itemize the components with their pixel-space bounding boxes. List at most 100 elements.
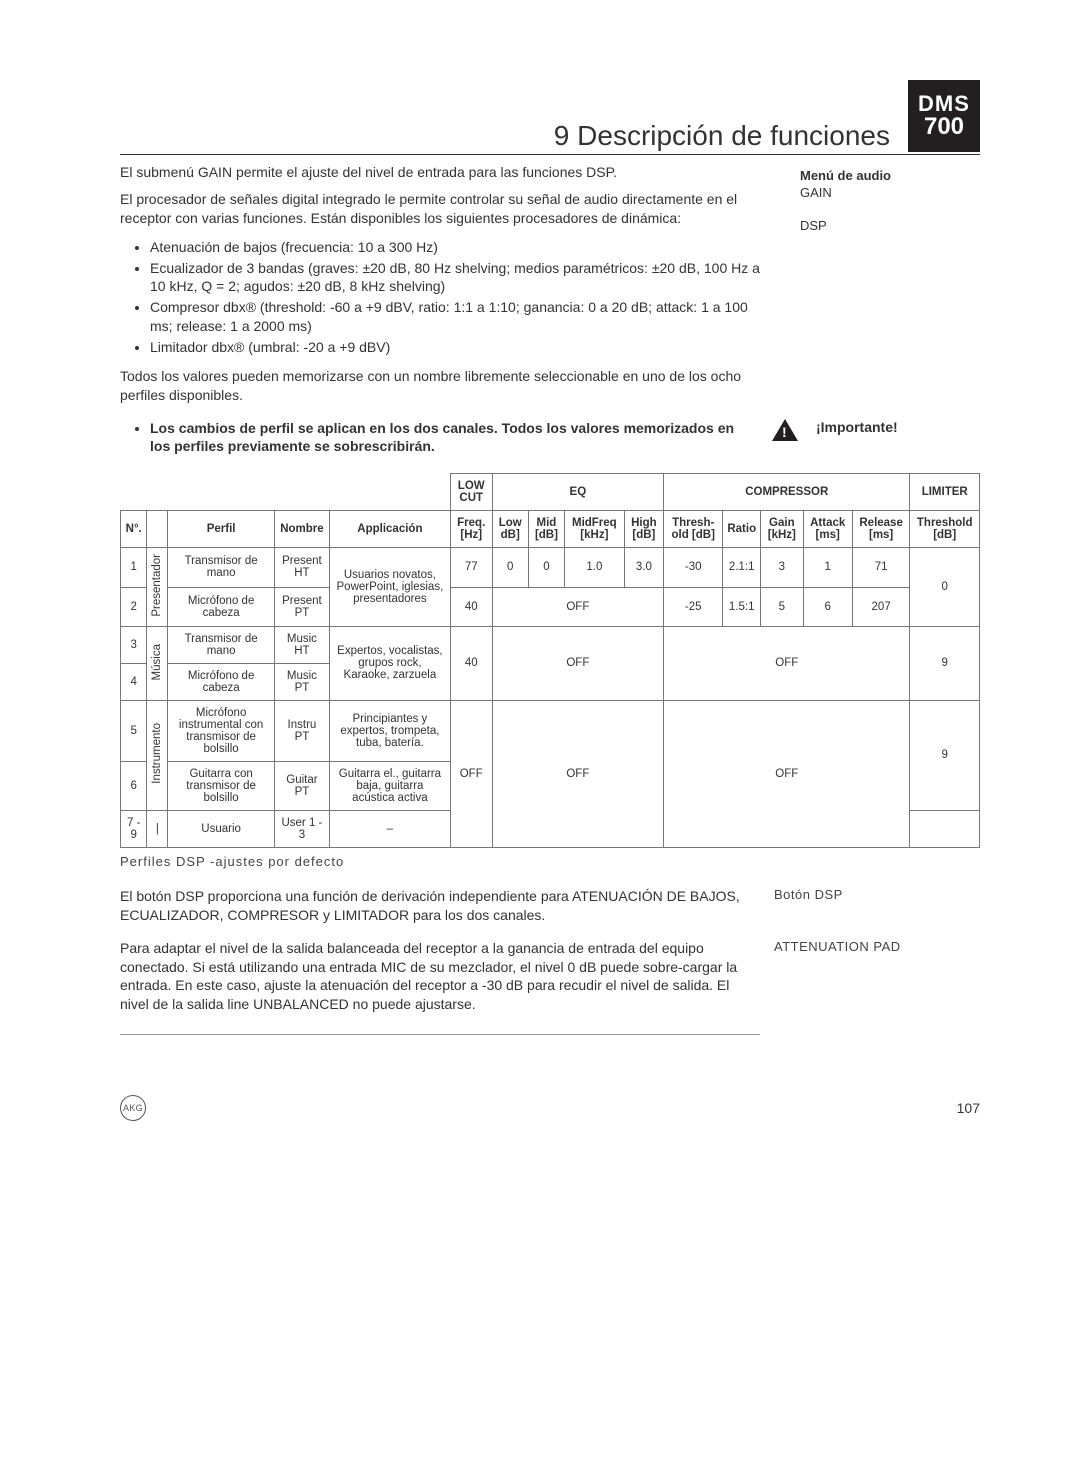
cell-no: 5 xyxy=(121,700,147,761)
cell-eq-midfreq: 1.0 xyxy=(565,548,625,587)
cell-no: 3 xyxy=(121,626,147,663)
col-no: N°. xyxy=(121,511,147,548)
list-item: Limitador dbx® (umbral: -20 a +9 dBV) xyxy=(150,338,760,357)
cell-no: 4 xyxy=(121,663,147,700)
cell-app: Usuarios novatos, PowerPoint, iglesias, … xyxy=(330,548,451,627)
cell-nombre: Guitar PT xyxy=(274,761,329,810)
cell-lim: 9 xyxy=(910,700,980,810)
table-row: 3 Música Transmisor de mano Music HT Exp… xyxy=(121,626,980,663)
sidebar-audio-menu-label: Menú de audio xyxy=(800,168,891,183)
para-gain: El submenú GAIN permite el ajuste del ni… xyxy=(120,163,760,182)
important-bullet: Los cambios de perfil se aplican en los … xyxy=(150,419,740,455)
table-caption: Perfiles DSP -ajustes por defecto xyxy=(120,854,980,869)
para-dsp-intro: El procesador de señales digital integra… xyxy=(120,190,760,228)
page-footer: AKG 107 xyxy=(120,1095,980,1121)
col-perfil: Perfil xyxy=(168,511,274,548)
cell-freq: 40 xyxy=(450,587,492,626)
logo-line-2: 700 xyxy=(924,115,964,139)
cat-user: | xyxy=(147,810,168,847)
cell-app: Principiantes y expertos, trompeta, tuba… xyxy=(330,700,451,761)
cell-eq-low: 0 xyxy=(492,548,528,587)
group-compressor: COMPRESSOR xyxy=(664,474,910,511)
cell-comp-ratio: 1.5:1 xyxy=(723,587,761,626)
cell-perfil: Micrófono instrumental con transmisor de… xyxy=(168,700,274,761)
side-dsp-button: Botón DSP xyxy=(774,887,980,902)
cell-lim: 9 xyxy=(910,626,980,700)
col-attack: Attack [ms] xyxy=(803,511,852,548)
para-profiles: Todos los valores pueden memorizarse con… xyxy=(120,367,760,405)
group-limiter: LIMITER xyxy=(910,474,980,511)
cell-app: Expertos, vocalistas, grupos rock, Karao… xyxy=(330,626,451,700)
group-eq: EQ xyxy=(492,474,663,511)
cell-eq-off: OFF xyxy=(492,700,663,847)
cat-musica: Música xyxy=(151,644,163,680)
page-number: 107 xyxy=(957,1100,980,1116)
important-note: Los cambios de perfil se aplican en los … xyxy=(120,419,980,455)
col-release: Release [ms] xyxy=(852,511,910,548)
cell-eq-off: OFF xyxy=(492,626,663,700)
col-high: High [dB] xyxy=(624,511,663,548)
separator xyxy=(120,1034,760,1035)
col-thresh: Thresh-old [dB] xyxy=(664,511,723,548)
sidebar-gain-label: GAIN xyxy=(800,185,832,200)
brand-logo: DMS 700 xyxy=(908,80,980,152)
cell-no: 6 xyxy=(121,761,147,810)
sidebar-dsp-label: DSP xyxy=(800,218,827,233)
section-title: 9 Descripción de funciones xyxy=(120,120,980,155)
cell-app: – xyxy=(330,810,451,847)
cell-nombre: Present PT xyxy=(274,587,329,626)
table-row: 1 Presentador Transmisor de mano Present… xyxy=(121,548,980,587)
cell-lim: 0 xyxy=(910,548,980,627)
sidebar-audio-menu: Menú de audio GAIN xyxy=(800,168,980,202)
cell-perfil: Guitarra con transmisor de bolsillo xyxy=(168,761,274,810)
col-mid: Mid [dB] xyxy=(528,511,564,548)
cell-perfil: Micrófono de cabeza xyxy=(168,663,274,700)
cell-comp-thresh: -25 xyxy=(664,587,723,626)
para-dsp-button: El botón DSP proporciona una función de … xyxy=(120,887,760,925)
important-label: ¡Importante! xyxy=(816,419,898,435)
cell-comp-gain: 5 xyxy=(761,587,803,626)
cell-eq-high: 3.0 xyxy=(624,548,663,587)
cell-no: 1 xyxy=(121,548,147,587)
cell-comp-release: 207 xyxy=(852,587,910,626)
cell-comp-release: 71 xyxy=(852,548,910,587)
cell-freq: OFF xyxy=(450,700,492,847)
warning-icon xyxy=(772,419,798,441)
dsp-feature-list: Atenuación de bajos (frecuencia: 10 a 30… xyxy=(120,238,760,357)
cell-perfil: Micrófono de cabeza xyxy=(168,587,274,626)
cat-presentador: Presentador xyxy=(151,554,163,617)
cell-perfil: Usuario xyxy=(168,810,274,847)
table-row: 5 Instrumento Micrófono instrumental con… xyxy=(121,700,980,761)
cell-nombre: Instru PT xyxy=(274,700,329,761)
cell-freq: 77 xyxy=(450,548,492,587)
cell-comp-attack: 6 xyxy=(803,587,852,626)
cell-comp-off: OFF xyxy=(664,626,910,700)
cell-comp-ratio: 2.1:1 xyxy=(723,548,761,587)
akg-logo-icon: AKG xyxy=(120,1095,146,1121)
table-group-header-row: LOW CUT EQ COMPRESSOR LIMITER xyxy=(121,474,980,511)
att-pad-para: Para adaptar el nivel de la salida balan… xyxy=(120,939,980,1015)
col-low: Low dB] xyxy=(492,511,528,548)
list-item: Atenuación de bajos (frecuencia: 10 a 30… xyxy=(150,238,760,257)
side-att-pad: ATTENUATION PAD xyxy=(774,939,980,954)
cell-app: Guitarra el., guitarra baja, guitarra ac… xyxy=(330,761,451,810)
list-item: Ecualizador de 3 bandas (graves: ±20 dB,… xyxy=(150,259,760,297)
cell-no: 2 xyxy=(121,587,147,626)
cell-lim-empty xyxy=(910,810,980,847)
page: DMS 700 9 Descripción de funciones Menú … xyxy=(0,0,1080,1161)
group-lowcut: LOW CUT xyxy=(450,474,492,511)
sidebar-dsp: DSP xyxy=(800,218,980,235)
col-threshold: Threshold [dB] xyxy=(910,511,980,548)
cell-freq: 40 xyxy=(450,626,492,700)
cell-nombre: Present HT xyxy=(274,548,329,587)
col-ratio: Ratio xyxy=(723,511,761,548)
cell-comp-thresh: -30 xyxy=(664,548,723,587)
cell-perfil: Transmisor de mano xyxy=(168,626,274,663)
col-nombre: Nombre xyxy=(274,511,329,548)
cell-eq-off: OFF xyxy=(492,587,663,626)
col-midfreq: MidFreq [kHz] xyxy=(565,511,625,548)
col-gain: Gain [kHz] xyxy=(761,511,803,548)
para-att-pad: Para adaptar el nivel de la salida balan… xyxy=(120,939,760,1015)
cell-perfil: Transmisor de mano xyxy=(168,548,274,587)
cell-comp-gain: 3 xyxy=(761,548,803,587)
